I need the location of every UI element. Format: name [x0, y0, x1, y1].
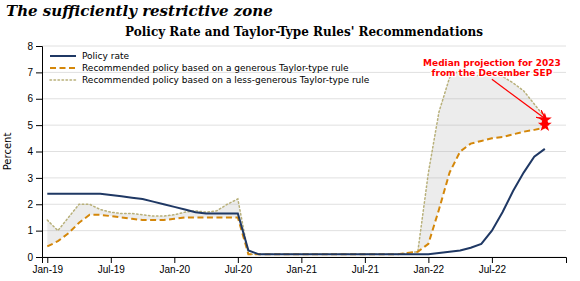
- grid-line: [42, 204, 566, 205]
- y-tick-mark: [36, 125, 42, 126]
- y-tick-mark: [36, 99, 42, 100]
- annotation: Median projection for 2023from the Decem…: [423, 58, 561, 119]
- legend-item: Policy rate: [50, 51, 129, 61]
- x-tick-mark: [492, 257, 493, 263]
- y-tick-mark: [36, 257, 42, 258]
- grid-line: [42, 177, 566, 178]
- x-tick: Jan-19: [33, 257, 64, 275]
- x-tick: Jan-20: [160, 257, 191, 275]
- x-tick-mark: [301, 257, 302, 263]
- x-tick-label: Jan-22: [414, 264, 445, 275]
- annotation-text: Median projection for 2023from the Decem…: [423, 58, 561, 78]
- y-tick-label: 2: [27, 199, 33, 210]
- x-tick: Jan-22: [414, 257, 445, 275]
- title: Policy Rate and Taylor-Type Rules' Recom…: [125, 25, 483, 39]
- y-axis: 0 1 2 3 4 5 6 7 8: [27, 41, 42, 263]
- x-tick-label: Jan-19: [33, 264, 64, 275]
- x-tick-label: Jul-20: [225, 264, 253, 275]
- grid: [42, 46, 566, 257]
- y-tick: 7: [27, 67, 42, 78]
- subtitle: The sufficiently restrictive zone: [6, 2, 273, 20]
- marks: [47, 70, 551, 255]
- legend: Policy rate Recommended policy based on a…: [50, 51, 370, 85]
- y-tick: 0: [27, 252, 42, 263]
- band: [47, 70, 545, 255]
- x-tick-label: Jul-22: [479, 264, 507, 275]
- x-tick-mark: [174, 257, 175, 263]
- y-tick: 1: [27, 225, 42, 236]
- y-tick: 3: [27, 173, 42, 184]
- x-tick-label: Jul-19: [98, 264, 126, 275]
- annotation-arrow: [492, 79, 545, 118]
- y-tick-mark: [36, 231, 42, 232]
- x-tick-mark: [47, 257, 48, 263]
- y-tick: 2: [27, 199, 42, 210]
- y-tick-mark: [36, 152, 42, 153]
- y-tick: 5: [27, 120, 42, 131]
- grid-line: [42, 151, 566, 152]
- y-tick-mark: [36, 204, 42, 205]
- x-tick-mark: [428, 257, 429, 263]
- x-tick: Jul-21: [352, 257, 380, 275]
- y-tick: 6: [27, 93, 42, 104]
- y-tick-label: 5: [27, 120, 33, 131]
- y-tick-label: 0: [27, 252, 33, 263]
- y-tick: 8: [27, 41, 42, 52]
- legend-swatch: [50, 55, 76, 57]
- chart: The sufficiently restrictive zone Policy …: [0, 0, 580, 281]
- legend-label: Recommended policy based on a generous T…: [82, 63, 349, 73]
- series-line: [47, 128, 545, 255]
- series-line: [47, 70, 545, 255]
- x-axis-line: [43, 258, 567, 264]
- x-tick-label: Jul-21: [352, 264, 380, 275]
- y-tick-label: 4: [27, 146, 33, 157]
- x-tick-mark: [365, 257, 366, 263]
- y-tick-label: 1: [27, 225, 33, 236]
- y-tick-mark: [36, 72, 42, 73]
- series-line: [47, 149, 545, 255]
- x-tick-mark: [111, 257, 112, 263]
- y-tick-mark: [36, 178, 42, 179]
- y-tick-mark: [36, 46, 42, 47]
- legend-label: Recommended policy based on a less-gener…: [82, 75, 370, 85]
- y-tick: 4: [27, 146, 42, 157]
- y-tick-label: 6: [27, 93, 33, 104]
- y-tick-label: 3: [27, 173, 33, 184]
- plot: Jan-19 Jul-19 Jan-20 Jul-20 Jan-21 Jul-21 Jan-…: [27, 41, 566, 275]
- legend-label: Policy rate: [82, 51, 129, 61]
- y-tick-label: 7: [27, 67, 33, 78]
- x-tick: Jul-20: [225, 257, 253, 275]
- projection-marker: [538, 118, 552, 131]
- grid-line: [42, 230, 566, 231]
- y-axis-title: Percent: [2, 133, 13, 171]
- x-axis: Jan-19 Jul-19 Jan-20 Jul-20 Jan-21 Jul-21 Jan-…: [33, 257, 567, 275]
- x-tick: Jan-21: [287, 257, 318, 275]
- grid-line: [42, 46, 566, 47]
- x-tick: Jul-22: [479, 257, 507, 275]
- legend-swatch: [50, 79, 76, 81]
- y-axis-line: [36, 47, 43, 258]
- x-tick: Jul-19: [98, 257, 126, 275]
- x-tick-mark: [238, 257, 239, 263]
- legend-item: Recommended policy based on a less-gener…: [50, 75, 370, 85]
- legend-swatch: [50, 67, 76, 69]
- x-tick-label: Jan-20: [160, 264, 191, 275]
- x-tick-label: Jan-21: [287, 264, 318, 275]
- y-tick-label: 8: [27, 41, 33, 52]
- legend-item: Recommended policy based on a generous T…: [50, 63, 349, 73]
